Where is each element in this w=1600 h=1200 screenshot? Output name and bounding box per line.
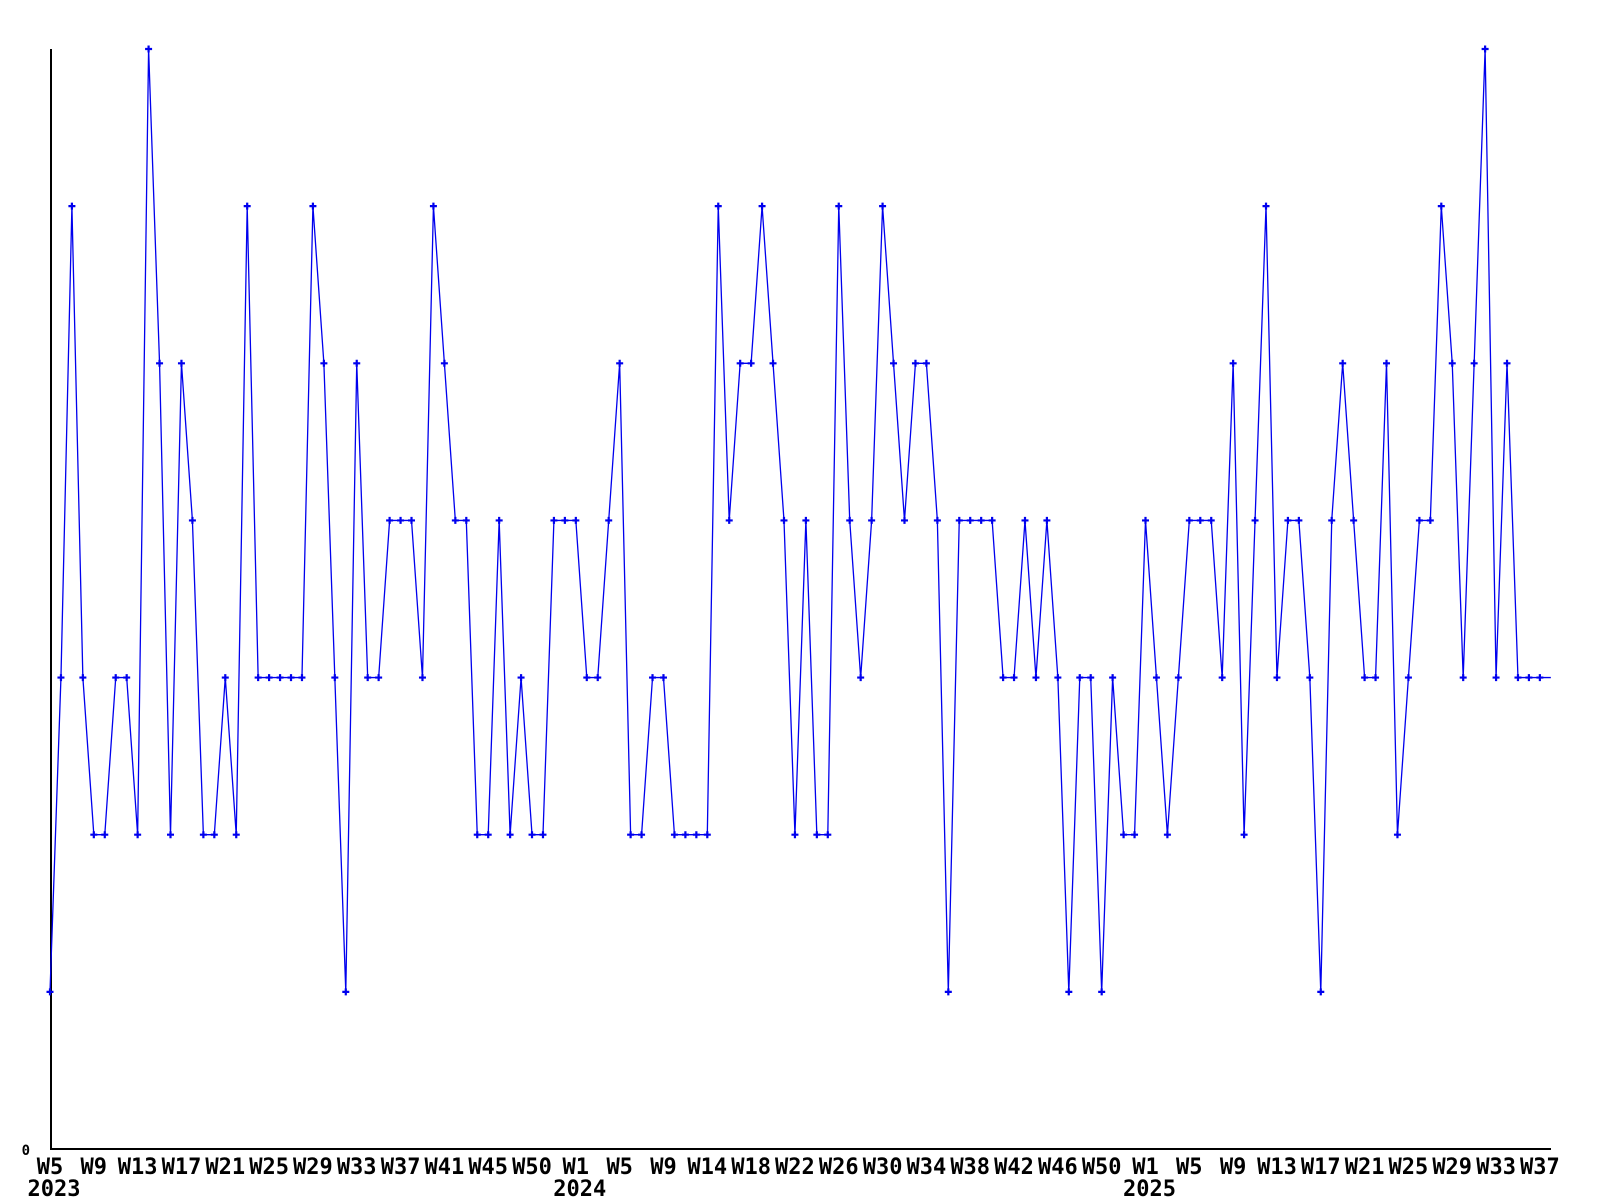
y-axis-zero-label: 0	[22, 1143, 30, 1159]
x-tick-label: W22	[775, 1155, 815, 1180]
x-tick-label: W9	[650, 1155, 677, 1180]
x-tick-label: W29	[293, 1155, 333, 1180]
x-tick-label: W33	[1476, 1155, 1516, 1180]
x-tick-label: W17	[1301, 1155, 1341, 1180]
x-tick-label: W50	[512, 1155, 552, 1180]
x-axis-tick-labels: W5 W9 W13 W17 W21 W25 W29 W33 W37 W41 W45 W50 W1 W5 W9…	[37, 1155, 1560, 1180]
x-tick-label: W42	[994, 1155, 1034, 1180]
x-tick-label: W45	[468, 1155, 508, 1180]
x-tick-label: W37	[1520, 1155, 1560, 1180]
x-tick-label: W1	[563, 1155, 590, 1180]
year-label: 2023	[28, 1177, 81, 1200]
year-label: 2025	[1123, 1177, 1176, 1200]
year-label: 2024	[553, 1177, 606, 1200]
x-tick-label: W34	[907, 1155, 947, 1180]
x-tick-label: W9	[81, 1155, 108, 1180]
x-tick-label: W5	[37, 1155, 64, 1180]
x-tick-label: W13	[1257, 1155, 1297, 1180]
x-tick-label: W25	[249, 1155, 289, 1180]
x-axis-year-labels: 2023 2024 2025	[28, 1177, 1176, 1200]
x-tick-label: W38	[950, 1155, 990, 1180]
x-tick-label: W30	[863, 1155, 903, 1180]
data-point-markers	[46, 45, 1544, 996]
x-tick-label: W5	[1176, 1155, 1203, 1180]
data-line	[49, 48, 1551, 993]
x-tick-label: W29	[1432, 1155, 1472, 1180]
x-tick-label: W17	[162, 1155, 202, 1180]
x-tick-label: W14	[687, 1155, 727, 1180]
x-tick-label: W21	[205, 1155, 245, 1180]
x-tick-label: W26	[819, 1155, 859, 1180]
x-tick-label: W9	[1220, 1155, 1247, 1180]
x-tick-label: W21	[1345, 1155, 1385, 1180]
x-tick-label: W5	[606, 1155, 633, 1180]
x-tick-label: W41	[425, 1155, 465, 1180]
x-tick-label: W37	[381, 1155, 421, 1180]
x-tick-label: W18	[731, 1155, 771, 1180]
x-tick-label: W25	[1389, 1155, 1429, 1180]
x-tick-label: W13	[118, 1155, 158, 1180]
x-tick-label: W50	[1082, 1155, 1122, 1180]
x-tick-label: W33	[337, 1155, 377, 1180]
x-tick-label: W1	[1132, 1155, 1159, 1180]
x-tick-label: W46	[1038, 1155, 1078, 1180]
